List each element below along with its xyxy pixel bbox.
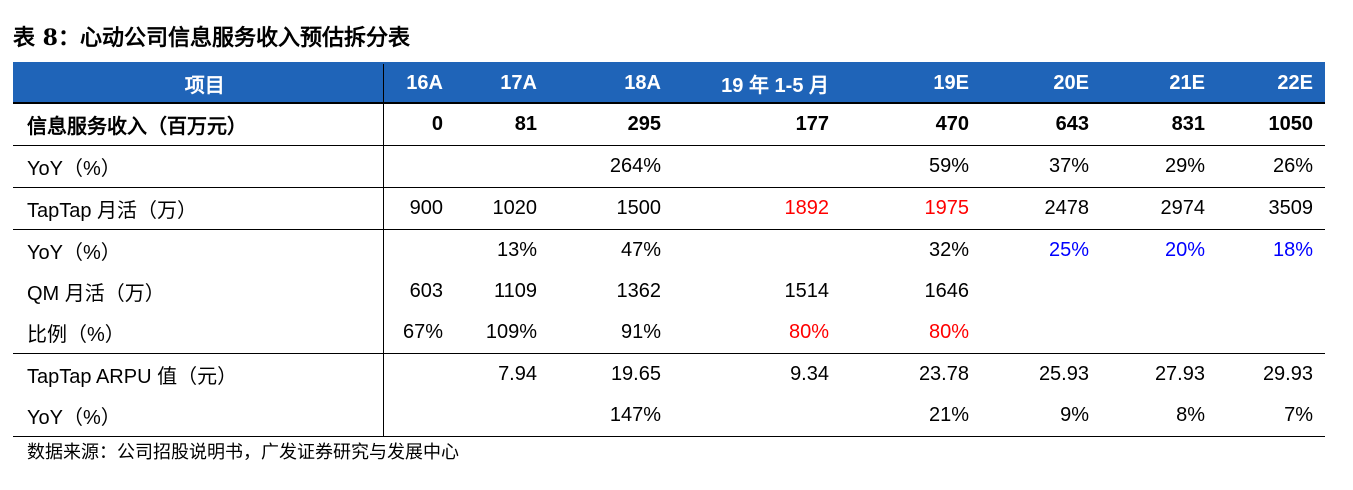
table-cell	[673, 145, 841, 188]
table-cell: 29.93	[1217, 353, 1325, 395]
table-cell: 177	[673, 102, 841, 146]
source-note: 数据来源：公司招股说明书，广发证券研究与发展中心	[27, 442, 459, 463]
table-cell: 23.78	[841, 353, 981, 395]
table-cell: 295	[549, 102, 673, 146]
table-cell: 32%	[841, 229, 981, 271]
table-cell: 59%	[841, 145, 981, 188]
table-cell: 900	[383, 187, 455, 230]
table-cell: 7.94	[455, 353, 549, 395]
table-cell: 264%	[549, 145, 673, 188]
table-cell: 7%	[1217, 395, 1325, 437]
column-header: 22E	[1217, 62, 1325, 103]
table-row: YoY（%） 147% 21% 9% 8% 7%	[13, 395, 1325, 437]
table-row: 信息服务收入（百万元） 0 81 295 177 470 643 831 105…	[13, 102, 1325, 146]
table-cell: 1362	[616, 280, 662, 302]
column-header: 19 年 1-5 月	[673, 62, 841, 103]
table-cell	[455, 395, 549, 437]
table-cell	[673, 395, 841, 437]
table-cell: 9%	[981, 395, 1101, 437]
column-header: 项目	[13, 62, 384, 103]
column-header: 19E	[841, 62, 981, 103]
table-cell: 1975	[841, 187, 981, 230]
table-cell: 37%	[981, 145, 1101, 188]
table-cell	[455, 145, 549, 188]
table-row: TapTap 月活（万） 900 1020 1500 1892 1975 247…	[13, 187, 1325, 230]
revenue-breakdown-table: 项目 16A 17A 18A 19 年 1-5 月 19E 20E 21E 22…	[13, 62, 1325, 437]
table-cell: 1109	[493, 280, 537, 302]
table-cell: 26%	[1217, 145, 1325, 188]
table-cell	[1217, 312, 1325, 354]
row-label: 信息服务收入（百万元）	[13, 102, 384, 146]
column-header: 21E	[1101, 62, 1217, 103]
table-cell	[981, 312, 1101, 354]
table-cell: 1514	[784, 280, 830, 302]
table-cell	[1217, 271, 1325, 312]
table-cell	[383, 145, 455, 188]
table-cell	[383, 395, 455, 437]
table-cell: 21%	[841, 395, 981, 437]
row-label: TapTap ARPU 值（元）	[13, 353, 384, 395]
table-cell: 9.34	[673, 353, 841, 395]
table-cell: 147%	[549, 395, 673, 437]
table-cell: 81	[455, 102, 549, 146]
table-cell: 25.93	[981, 353, 1101, 395]
table-cell: 1892	[673, 187, 841, 230]
column-header: 18A	[549, 62, 673, 103]
table-row: 比例（%） 67% 109% 91% 80% 80%	[13, 312, 1325, 354]
table-cell: 8%	[1101, 395, 1217, 437]
table-cell: 1500	[549, 187, 673, 230]
row-label: TapTap 月活（万）	[13, 187, 384, 230]
column-header: 20E	[981, 62, 1101, 103]
table-row: QM 月活（万） 603 1109 1362 1514 1646	[13, 271, 1325, 312]
table-cell	[1101, 312, 1217, 354]
table-cell	[1101, 271, 1217, 312]
table-cell: 470	[841, 102, 981, 146]
table-cell: 603	[409, 280, 443, 302]
row-label: YoY（%）	[13, 145, 384, 188]
table-cell	[673, 229, 841, 271]
row-label: YoY（%）	[13, 395, 384, 437]
table-cell: 67%	[402, 321, 443, 343]
table-cell: 0	[383, 102, 455, 146]
row-label: 比例（%）	[13, 312, 384, 354]
table-cell: 643	[981, 102, 1101, 146]
table-title: 表 8：心动公司信息服务收入预估拆分表	[13, 25, 410, 51]
column-header: 16A	[383, 62, 455, 103]
table-cell: 831	[1101, 102, 1217, 146]
table-cell: 25%	[981, 229, 1101, 271]
table-cell: 1020	[455, 187, 549, 230]
table-cell	[981, 271, 1101, 312]
table-cell: 29%	[1101, 145, 1217, 188]
table-cell: 2974	[1101, 187, 1217, 230]
table-row: YoY（%） 13% 47% 32% 25% 20% 18%	[13, 229, 1325, 271]
table-cell: 80%	[928, 321, 969, 343]
table-cell: 2478	[981, 187, 1101, 230]
table-cell: 13%	[455, 229, 549, 271]
row-label: YoY（%）	[13, 229, 384, 271]
table-cell: 19.65	[549, 353, 673, 395]
table-row: TapTap ARPU 值（元） 7.94 19.65 9.34 23.78 2…	[13, 353, 1325, 395]
row-label: QM 月活（万）	[13, 271, 384, 312]
table-cell	[383, 353, 455, 395]
table-row: YoY（%） 264% 59% 37% 29% 26%	[13, 145, 1325, 188]
table-cell: 47%	[549, 229, 673, 271]
table-cell: 109%	[485, 321, 537, 343]
table-cell: 1646	[924, 280, 970, 302]
table-header-row: 项目 16A 17A 18A 19 年 1-5 月 19E 20E 21E 22…	[13, 62, 1325, 103]
table-cell: 27.93	[1101, 353, 1217, 395]
table-cell: 18%	[1217, 229, 1325, 271]
table-cell: 3509	[1217, 187, 1325, 230]
table-cell: 1050	[1217, 102, 1325, 146]
table-cell: 20%	[1101, 229, 1217, 271]
table-cell: 80%	[788, 321, 829, 343]
column-header: 17A	[455, 62, 549, 103]
table-cell	[383, 229, 455, 271]
table-cell: 91%	[620, 321, 661, 343]
